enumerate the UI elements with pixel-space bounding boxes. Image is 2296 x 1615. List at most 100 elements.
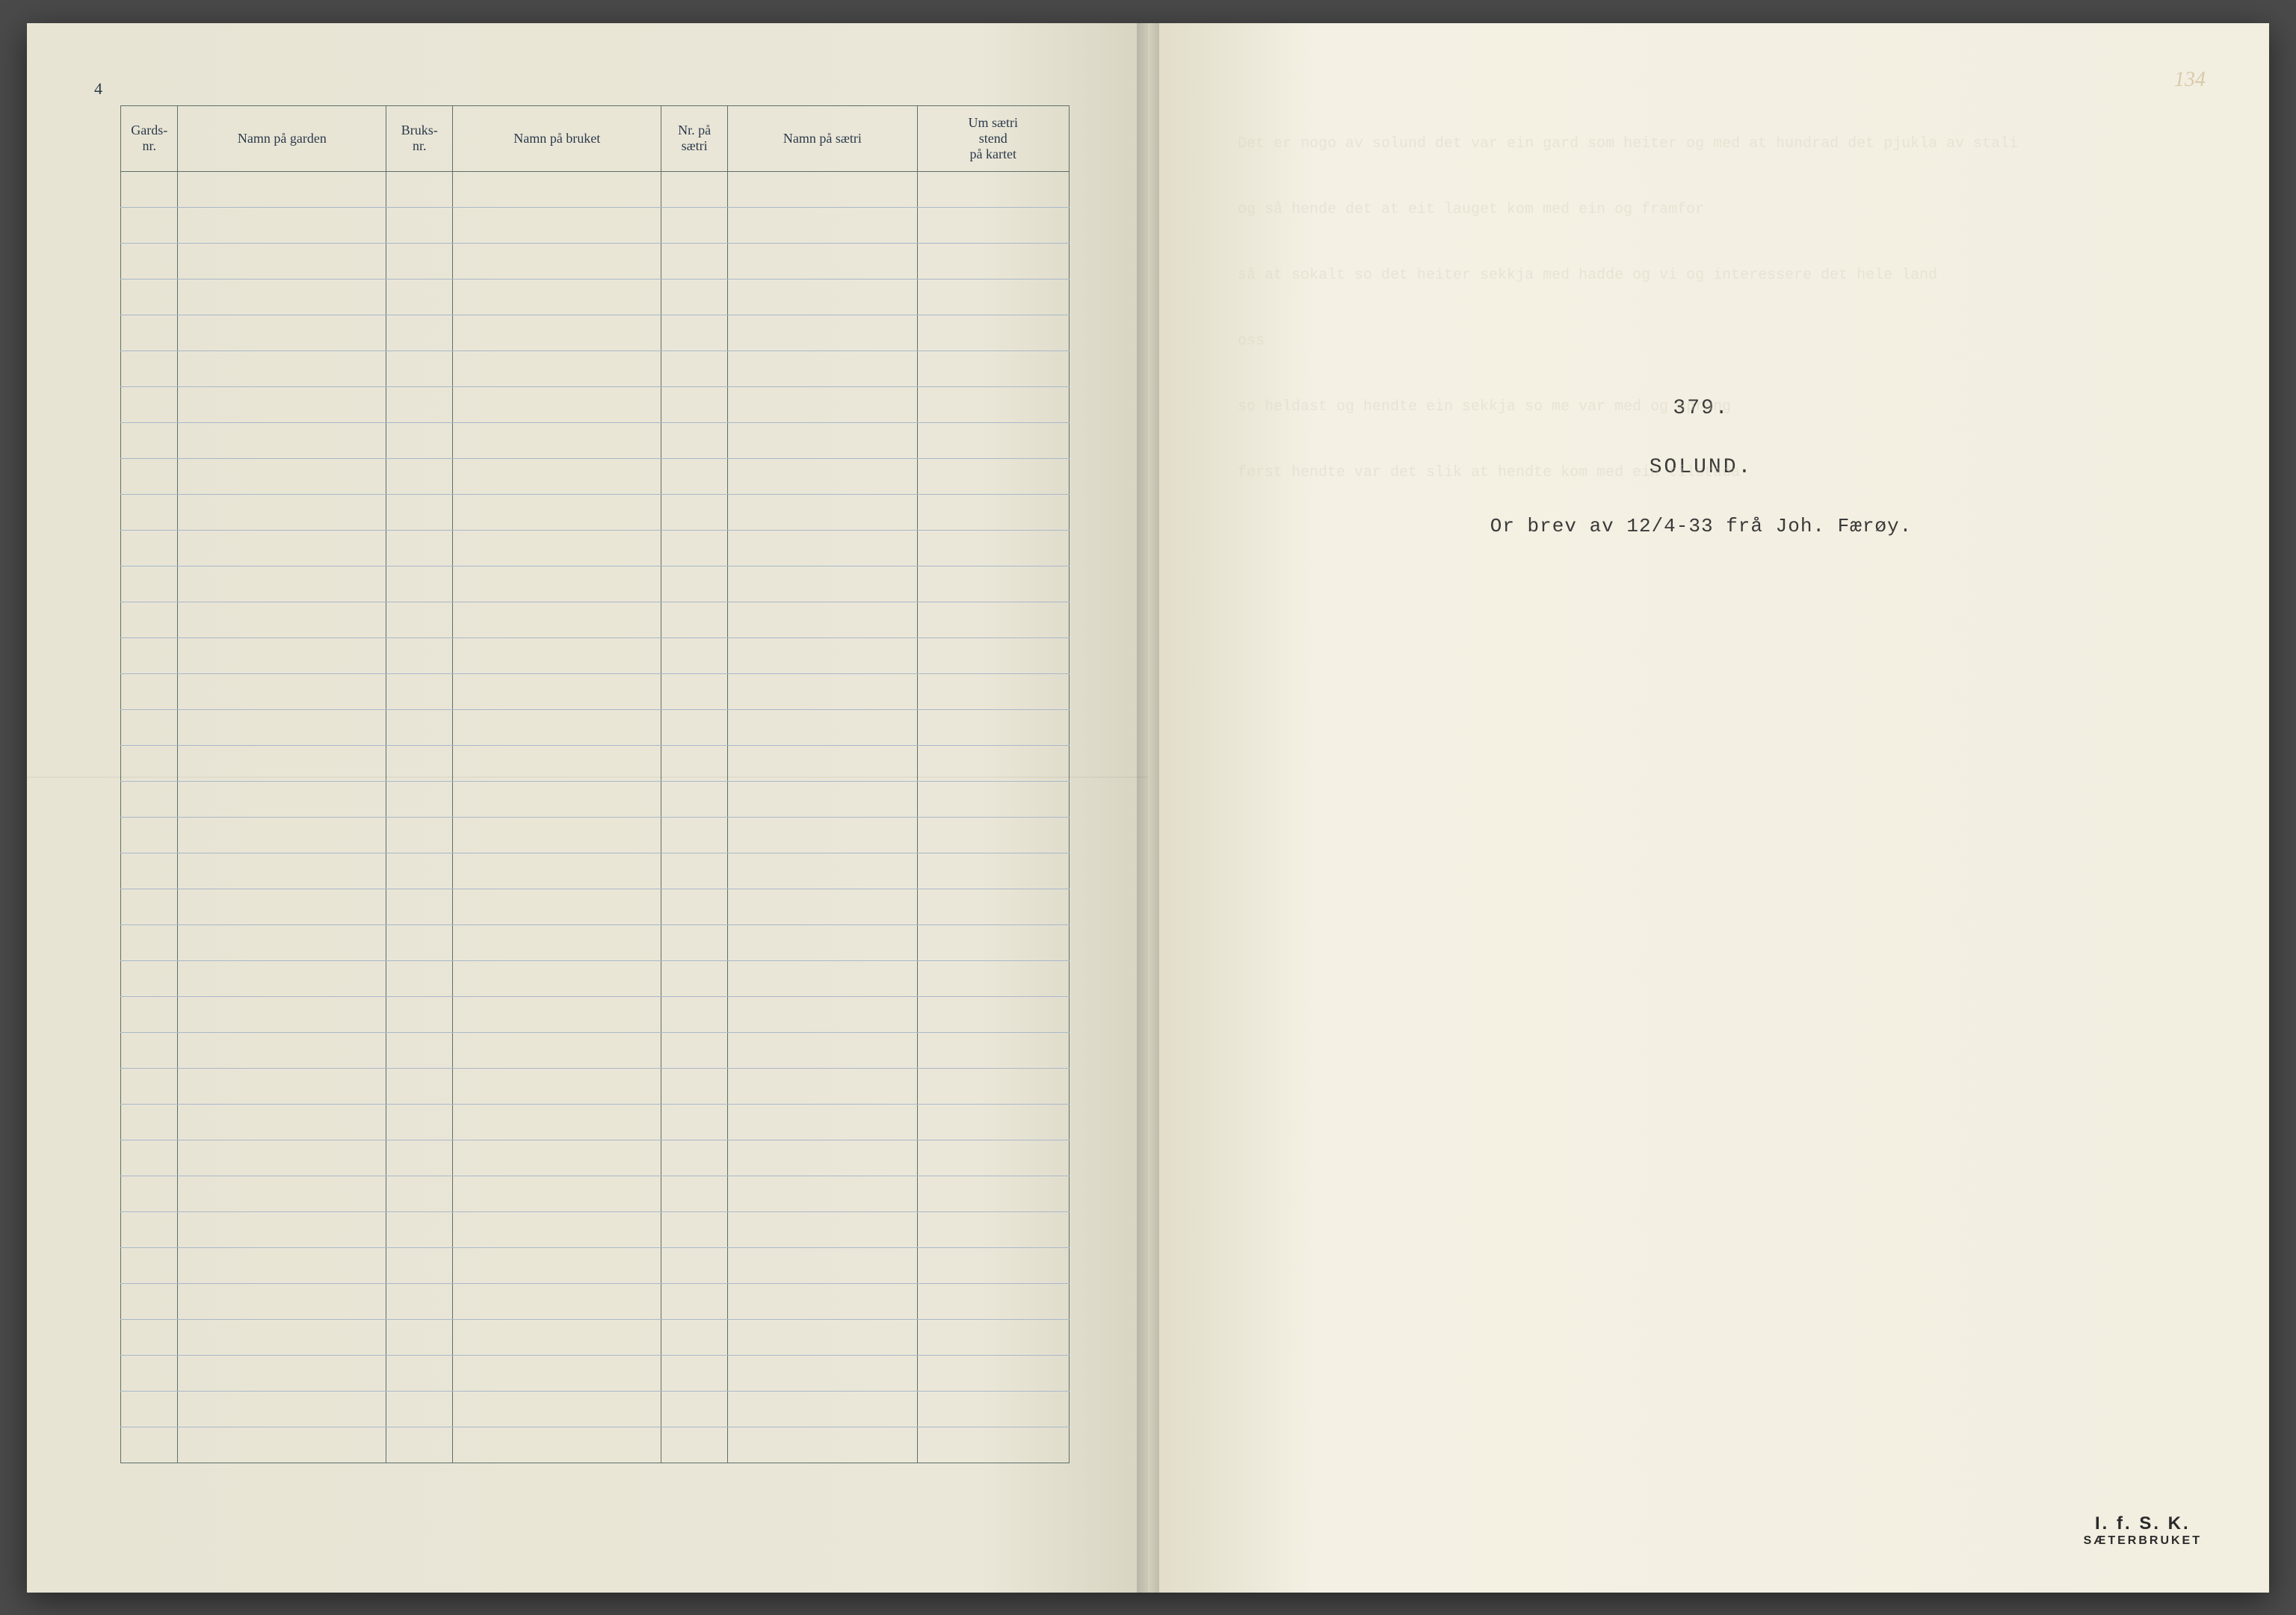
table-cell (121, 673, 178, 709)
table-cell (121, 1355, 178, 1391)
table-cell (917, 458, 1069, 494)
header-saetrinr-label: Nr. påsætri (678, 123, 711, 153)
table-row (121, 889, 1070, 924)
table-cell (728, 171, 918, 207)
table-cell (728, 207, 918, 243)
table-cell (661, 1176, 728, 1211)
table-cell (661, 960, 728, 996)
table-cell (453, 1283, 661, 1319)
table-cell (453, 889, 661, 924)
table-cell (386, 889, 453, 924)
table-cell (386, 1104, 453, 1140)
table-cell (121, 781, 178, 817)
document-title: SOLUND. (1650, 456, 1753, 479)
table-row (121, 386, 1070, 422)
table-cell (453, 1391, 661, 1427)
table-cell (178, 171, 386, 207)
table-cell (917, 673, 1069, 709)
table-cell (178, 673, 386, 709)
table-cell (453, 315, 661, 351)
table-cell (178, 1176, 386, 1211)
table-cell (386, 996, 453, 1032)
table-cell (728, 1391, 918, 1427)
table-cell (453, 996, 661, 1032)
table-cell (178, 422, 386, 458)
table-cell (917, 422, 1069, 458)
table-cell (386, 1247, 453, 1283)
table-cell (178, 1032, 386, 1068)
table-cell (917, 924, 1069, 960)
table-cell (917, 1140, 1069, 1176)
table-cell (453, 171, 661, 207)
table-cell (728, 602, 918, 637)
book-spread: 4 Gards-nr. Namn på garden Bruks-nr. Nam… (27, 23, 2269, 1593)
table-row (121, 494, 1070, 530)
table-cell (178, 889, 386, 924)
header-saetri-label: Namn på sætri (783, 131, 862, 146)
table-cell (386, 1211, 453, 1247)
table-cell (121, 1176, 178, 1211)
table-cell (728, 996, 918, 1032)
table-cell (386, 530, 453, 566)
table-cell (121, 637, 178, 673)
table-cell (386, 637, 453, 673)
table-cell (386, 709, 453, 745)
table-cell (386, 781, 453, 817)
table-cell (386, 207, 453, 243)
table-cell (121, 1068, 178, 1104)
table-cell (386, 1319, 453, 1355)
table-cell (661, 243, 728, 279)
table-row (121, 637, 1070, 673)
table-cell (121, 1427, 178, 1463)
table-cell (453, 960, 661, 996)
table-row (121, 351, 1070, 386)
table-cell (728, 279, 918, 315)
table-row (121, 817, 1070, 853)
table-cell (386, 243, 453, 279)
table-cell (453, 1427, 661, 1463)
table-cell (121, 171, 178, 207)
table-cell (917, 566, 1069, 602)
table-cell (661, 637, 728, 673)
table-cell (121, 243, 178, 279)
table-cell (121, 566, 178, 602)
table-row (121, 422, 1070, 458)
table-cell (178, 1391, 386, 1427)
table-row (121, 960, 1070, 996)
table-cell (121, 709, 178, 745)
table-cell (917, 602, 1069, 637)
right-page-number: 134 (2174, 68, 2206, 92)
table-cell (661, 817, 728, 853)
table-cell (917, 889, 1069, 924)
table-cell (453, 494, 661, 530)
table-cell (661, 996, 728, 1032)
fold-crease (27, 776, 1148, 778)
table-cell (386, 817, 453, 853)
table-row (121, 458, 1070, 494)
table-cell (121, 494, 178, 530)
table-cell (178, 996, 386, 1032)
table-row (121, 1247, 1070, 1283)
table-cell (661, 889, 728, 924)
table-cell (453, 673, 661, 709)
table-cell (728, 351, 918, 386)
table-cell (386, 458, 453, 494)
table-cell (917, 530, 1069, 566)
table-cell (661, 386, 728, 422)
table-cell (121, 1211, 178, 1247)
table-cell (917, 1247, 1069, 1283)
table-cell (453, 530, 661, 566)
table-cell (728, 637, 918, 673)
table-cell (728, 1427, 918, 1463)
table-cell (661, 207, 728, 243)
table-cell (386, 422, 453, 458)
table-cell (917, 1211, 1069, 1247)
table-row (121, 853, 1070, 889)
table-cell (453, 817, 661, 853)
table-row (121, 1319, 1070, 1355)
table-row (121, 279, 1070, 315)
header-bruket: Namn på bruket (453, 105, 661, 171)
table-cell (386, 1140, 453, 1176)
stamp-bottom-line: SÆTERBRUKET (2084, 1534, 2202, 1548)
table-cell (728, 1140, 918, 1176)
